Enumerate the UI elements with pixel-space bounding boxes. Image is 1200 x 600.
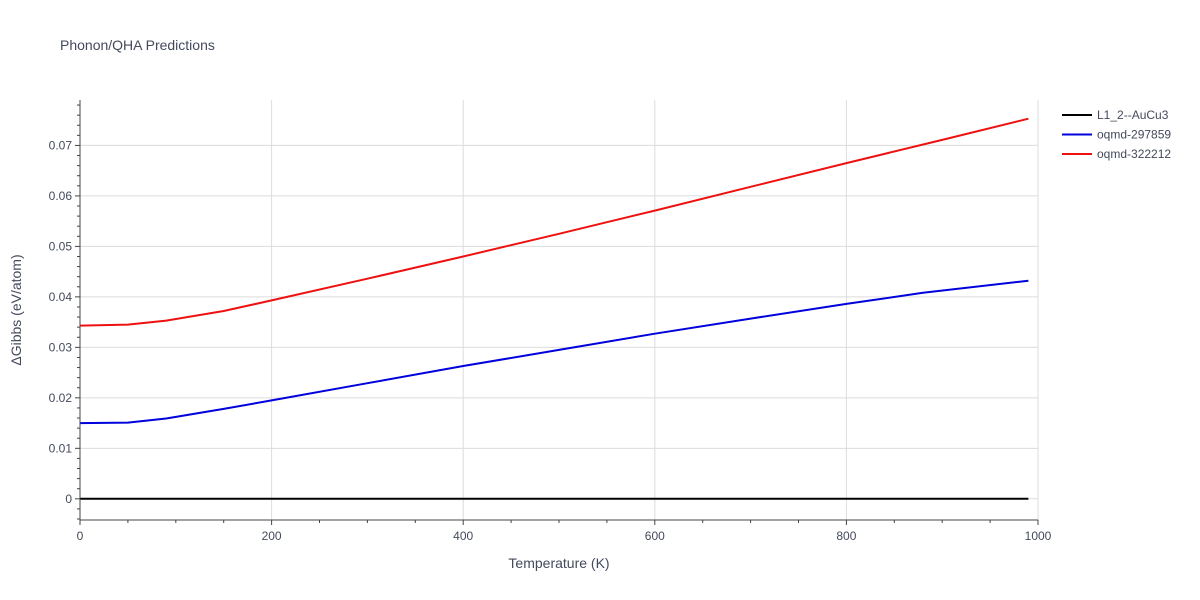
- x-tick-labels: 0 200 400 600 800 1000: [77, 529, 1052, 543]
- series-line-2: [79, 117, 1029, 327]
- x-tick-label: 0: [77, 529, 84, 543]
- legend-item-0[interactable]: L1_2--AuCu3: [1062, 108, 1169, 122]
- y-tick-label: 0.02: [49, 391, 73, 405]
- x-axis-title: Temperature (K): [508, 555, 609, 571]
- y-tick-label: 0.01: [49, 441, 73, 455]
- series-line-1: [79, 279, 1029, 425]
- y-tick-labels: 0 0.01 0.02 0.03 0.04 0.05 0.06 0.07: [49, 138, 73, 505]
- x-tick-label: 200: [262, 529, 282, 543]
- legend-label: L1_2--AuCu3: [1097, 108, 1169, 122]
- legend-item-2[interactable]: oqmd-322212: [1062, 147, 1171, 161]
- legend-label: oqmd-322212: [1097, 147, 1171, 161]
- x-tick-label: 600: [645, 529, 665, 543]
- y-axis-title: ΔGibbs (eV/atom): [8, 254, 24, 365]
- legend-item-1[interactable]: oqmd-297859: [1062, 128, 1171, 142]
- legend[interactable]: L1_2--AuCu3 oqmd-297859 oqmd-322212: [1062, 108, 1171, 161]
- axes: [75, 100, 1039, 525]
- series-lines: [79, 117, 1029, 500]
- y-tick-label: 0.07: [49, 138, 73, 152]
- chart-title: Phonon/QHA Predictions: [60, 37, 215, 53]
- y-tick-label: 0.04: [49, 290, 73, 304]
- x-tick-label: 1000: [1025, 529, 1052, 543]
- x-tick-label: 800: [836, 529, 856, 543]
- y-tick-label: 0.03: [49, 340, 73, 354]
- legend-label: oqmd-297859: [1097, 128, 1171, 142]
- y-tick-label: 0.06: [49, 189, 73, 203]
- y-tick-label: 0: [65, 492, 72, 506]
- x-tick-label: 400: [453, 529, 473, 543]
- y-tick-label: 0.05: [49, 239, 73, 253]
